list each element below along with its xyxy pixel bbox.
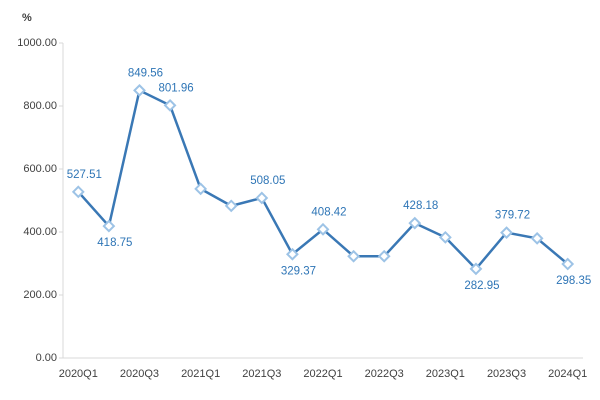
data-label: 329.37 — [281, 265, 316, 277]
point-marker — [163, 98, 177, 112]
point-marker — [530, 231, 544, 245]
point-marker — [377, 249, 391, 263]
point-marker — [133, 83, 146, 97]
data-label: 428.18 — [403, 200, 438, 212]
point-marker — [500, 226, 513, 240]
line — [77, 88, 569, 271]
data-label: 508.05 — [250, 175, 285, 187]
x-tick-label: 2023Q1 — [426, 368, 465, 380]
point-marker — [408, 216, 422, 230]
point-marker — [71, 185, 85, 199]
point-marker — [102, 219, 116, 233]
x-tick-label: 2022Q3 — [365, 368, 404, 380]
data-label: 282.95 — [464, 280, 499, 292]
point-marker — [194, 182, 208, 196]
point-marker — [438, 230, 452, 244]
point-marker — [316, 222, 330, 236]
y-tick-label: 1000.00 — [17, 37, 57, 49]
y-tick-label: 600.00 — [23, 163, 57, 175]
data-label: 379.72 — [495, 210, 530, 222]
x-tick-label: 2020Q3 — [120, 368, 159, 380]
data-label: 849.56 — [128, 67, 163, 79]
x-tick-label: 2023Q3 — [487, 368, 526, 380]
x-tick-label: 2020Q1 — [59, 368, 98, 380]
point-marker — [469, 262, 483, 276]
data-label: 298.35 — [556, 275, 591, 287]
x-tick-label: 2024Q1 — [548, 368, 587, 380]
point-marker — [285, 247, 299, 261]
point-marker — [561, 257, 575, 271]
data-label: 527.51 — [67, 169, 102, 181]
y-axis-title: % — [22, 12, 32, 24]
y-tick-label: 200.00 — [23, 289, 57, 301]
y-tick-label: 800.00 — [23, 100, 57, 112]
x-tick-label: 2021Q1 — [181, 368, 220, 380]
data-label: 418.75 — [97, 237, 132, 249]
point-marker — [347, 249, 361, 263]
x-tick-label: 2021Q3 — [242, 368, 281, 380]
y-tick-label: 0.00 — [36, 352, 57, 364]
y-tick-label: 400.00 — [23, 226, 57, 238]
point-marker — [255, 191, 269, 205]
point-marker — [224, 199, 238, 213]
x-tick-label: 2022Q1 — [303, 368, 342, 380]
data-label: 408.42 — [311, 206, 346, 218]
data-label: 801.96 — [158, 82, 193, 94]
